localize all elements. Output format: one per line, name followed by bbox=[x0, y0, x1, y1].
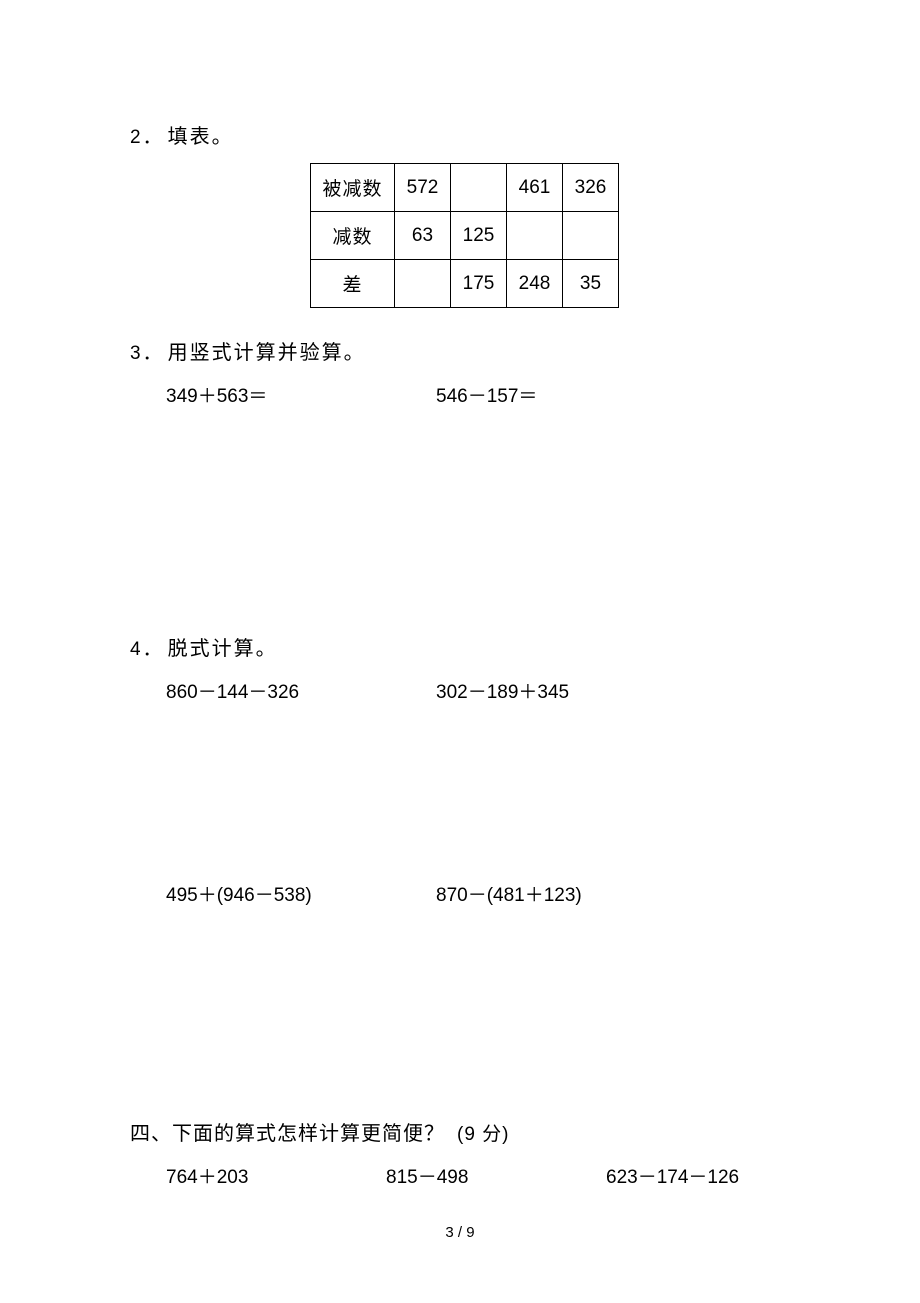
problem-3-expressions: 349＋563＝ 546－157＝ bbox=[130, 381, 800, 408]
cell bbox=[451, 164, 507, 212]
expression: 764＋203 bbox=[166, 1162, 386, 1189]
section-4-points: (9 分) bbox=[457, 1124, 510, 1145]
problem-3-number: 3． bbox=[130, 343, 164, 364]
cell: 125 bbox=[451, 212, 507, 260]
row-label-subtrahend: 减数 bbox=[311, 212, 395, 260]
work-space bbox=[130, 907, 800, 1067]
expression: 349＋563＝ bbox=[166, 381, 436, 408]
problem-3-heading: 3．用竖式计算并验算。 bbox=[130, 336, 800, 365]
problem-3: 3．用竖式计算并验算。 349＋563＝ 546－157＝ bbox=[130, 336, 800, 608]
table-row: 差 175 248 35 bbox=[311, 260, 619, 308]
cell: 248 bbox=[507, 260, 563, 308]
section-4: 四、下面的算式怎样计算更简便？ (9 分) 764＋203 815－498 62… bbox=[130, 1117, 800, 1189]
cell bbox=[507, 212, 563, 260]
expression: 546－157＝ bbox=[436, 381, 706, 408]
cell: 175 bbox=[451, 260, 507, 308]
expression: 302－189＋345 bbox=[436, 677, 706, 704]
problem-4: 4．脱式计算。 860－144－326 302－189＋345 495＋(946… bbox=[130, 632, 800, 1067]
expression: 815－498 bbox=[386, 1162, 606, 1189]
problem-4-number: 4． bbox=[130, 639, 164, 660]
cell: 572 bbox=[395, 164, 451, 212]
expression: 870－(481＋123) bbox=[436, 880, 706, 907]
problem-4-row1: 860－144－326 302－189＋345 bbox=[130, 677, 800, 704]
problem-2: 2．填表。 被减数 572 461 326 减数 63 125 差 175 24… bbox=[130, 120, 800, 308]
expression: 623－174－126 bbox=[606, 1162, 826, 1189]
table-row: 被减数 572 461 326 bbox=[311, 164, 619, 212]
problem-2-heading: 2．填表。 bbox=[130, 120, 800, 149]
section-4-heading: 四、下面的算式怎样计算更简便？ (9 分) bbox=[130, 1117, 800, 1146]
work-space bbox=[130, 408, 800, 608]
expression: 860－144－326 bbox=[166, 677, 436, 704]
row-label-difference: 差 bbox=[311, 260, 395, 308]
work-space bbox=[130, 704, 800, 864]
table-row: 减数 63 125 bbox=[311, 212, 619, 260]
problem-2-number: 2． bbox=[130, 127, 164, 148]
problem-3-title: 用竖式计算并验算。 bbox=[168, 342, 366, 364]
cell: 326 bbox=[563, 164, 619, 212]
page-number: 3 / 9 bbox=[0, 1224, 920, 1241]
section-4-expressions: 764＋203 815－498 623－174－126 bbox=[130, 1162, 800, 1189]
cell: 461 bbox=[507, 164, 563, 212]
cell bbox=[563, 212, 619, 260]
problem-4-title: 脱式计算。 bbox=[168, 638, 278, 660]
cell: 35 bbox=[563, 260, 619, 308]
row-label-minuend: 被减数 bbox=[311, 164, 395, 212]
subtraction-table: 被减数 572 461 326 减数 63 125 差 175 248 35 bbox=[310, 163, 619, 308]
expression: 495＋(946－538) bbox=[166, 880, 436, 907]
problem-2-title: 填表。 bbox=[168, 126, 234, 148]
cell: 63 bbox=[395, 212, 451, 260]
section-4-title: 四、下面的算式怎样计算更简便？ bbox=[130, 1123, 445, 1145]
problem-4-heading: 4．脱式计算。 bbox=[130, 632, 800, 661]
cell bbox=[395, 260, 451, 308]
problem-4-row2: 495＋(946－538) 870－(481＋123) bbox=[130, 880, 800, 907]
